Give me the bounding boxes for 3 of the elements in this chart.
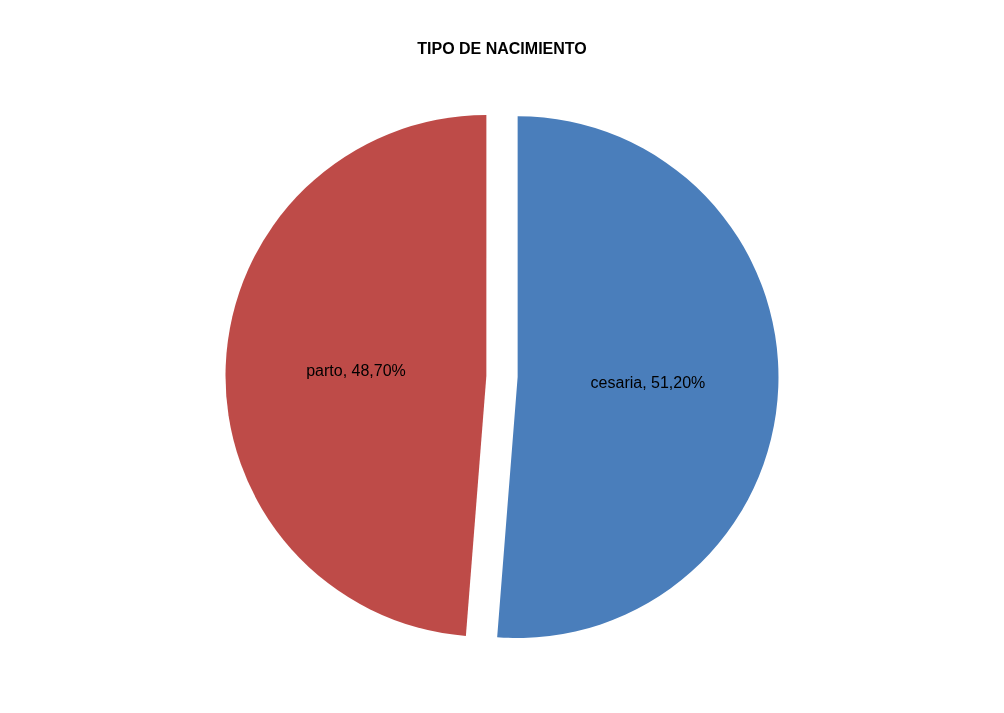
chart-title: TIPO DE NACIMIENTO — [417, 39, 587, 57]
slice-label: cesaria, 51,20% — [590, 373, 706, 391]
slice-label: parto, 48,70% — [306, 362, 406, 380]
